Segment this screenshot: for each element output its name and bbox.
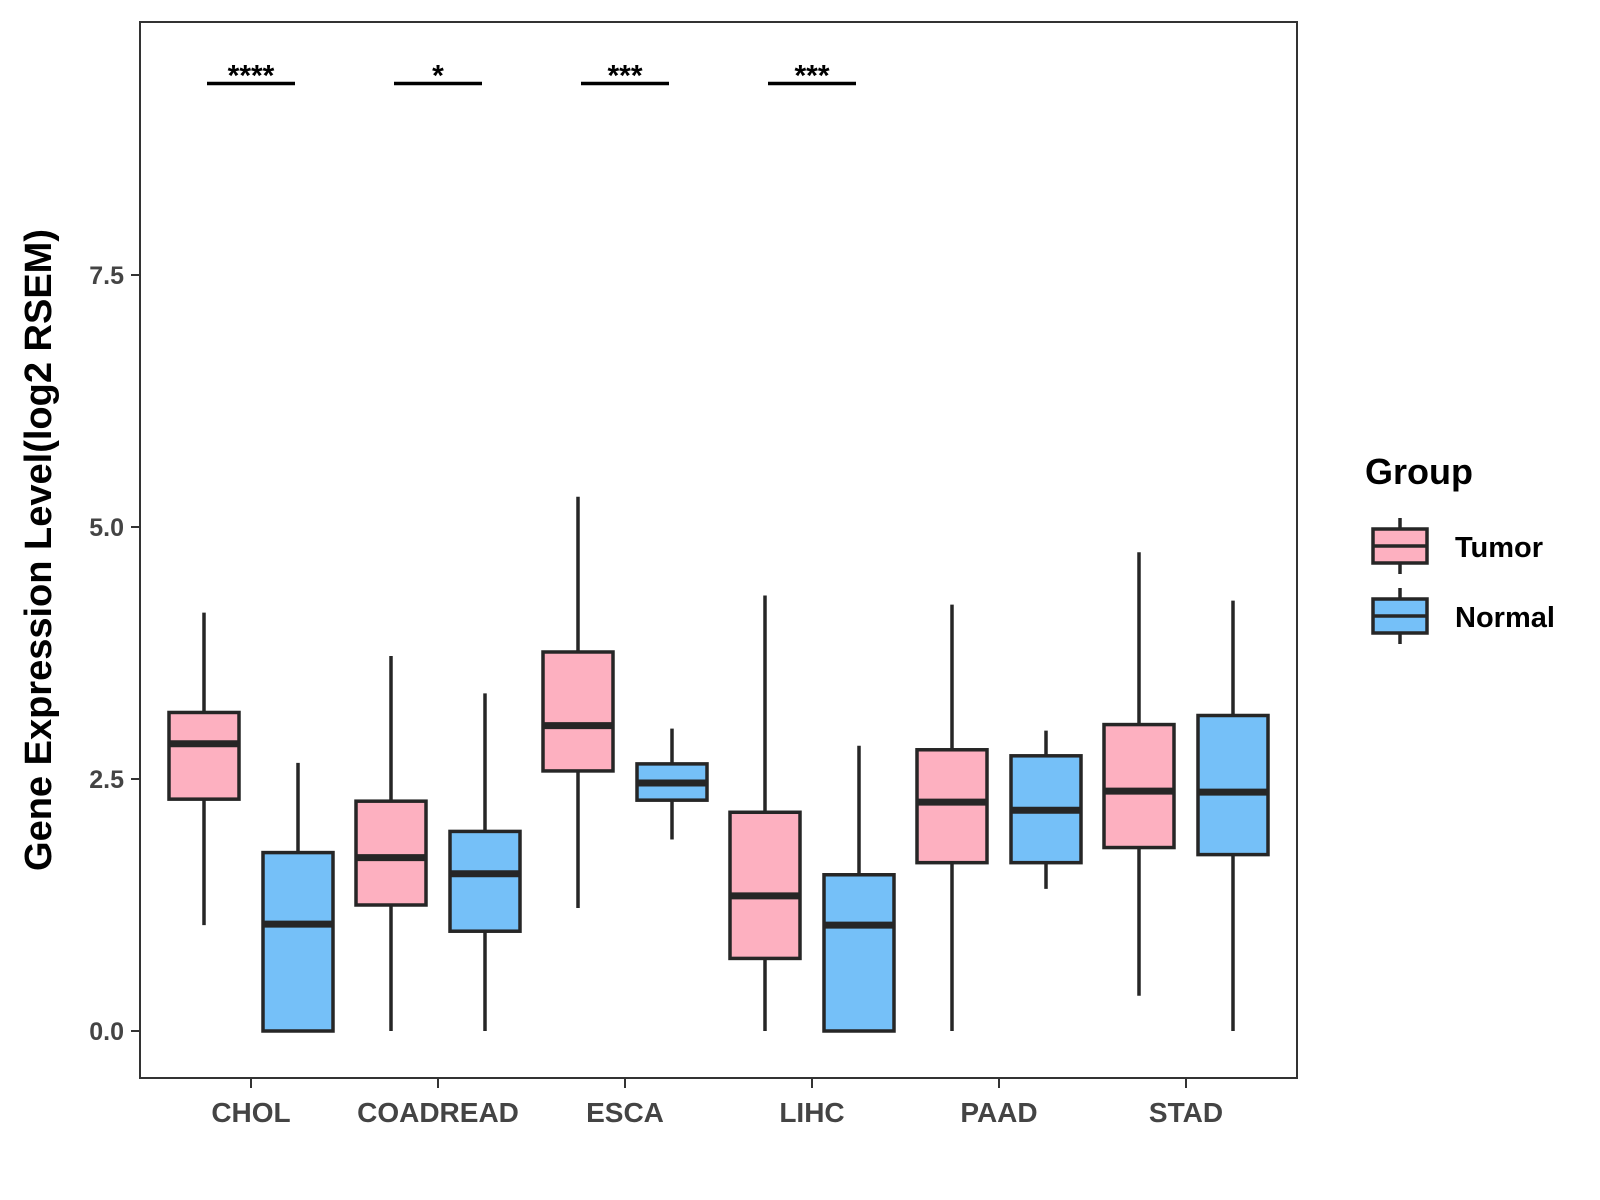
x-tick-label-coadread: COADREAD <box>357 1097 519 1128</box>
legend-label-normal: Normal <box>1455 602 1555 634</box>
box-normal-coadread <box>448 829 522 933</box>
significance-label-coadread: * <box>432 59 444 92</box>
legend-label-tumor: Tumor <box>1455 532 1543 564</box>
y-tick-label: 5.0 <box>89 514 124 542</box>
plot-area: **** * *** *** <box>167 59 1270 1033</box>
box-normal-lihc <box>822 873 896 1033</box>
box-tumor-coadread <box>354 799 428 907</box>
significance-label-lihc: *** <box>794 59 829 92</box>
box-tumor-esca <box>541 650 615 773</box>
x-tick-label-esca: ESCA <box>586 1097 664 1128</box>
y-tick-label: 2.5 <box>89 766 124 794</box>
legend-keys <box>1371 518 1429 644</box>
x-tick-label-chol: CHOL <box>211 1097 290 1128</box>
box-tumor-paad <box>915 748 989 865</box>
panel-border <box>139 21 1298 1079</box>
box-normal-chol <box>261 850 335 1033</box>
legend: Group Tumor Normal <box>1365 451 1555 644</box>
x-tick-label-stad: STAD <box>1149 1097 1223 1128</box>
box-normal-stad <box>1196 713 1270 857</box>
legend-title: Group <box>1365 451 1473 492</box>
x-tick-label-lihc: LIHC <box>779 1097 844 1128</box>
y-tick-label: 0.0 <box>89 1018 124 1046</box>
y-tick-label: 7.5 <box>89 262 124 290</box>
x-tick-label-paad: PAAD <box>960 1097 1037 1128</box>
box-tumor-lihc <box>728 810 802 961</box>
box-tumor-chol <box>167 710 241 801</box>
box-tumor-stad <box>1102 722 1176 850</box>
significance-label-esca: *** <box>607 59 642 92</box>
y-axis-title: Gene Expression Level(log2 RSEM) <box>18 229 60 871</box>
significance-label-chol: **** <box>228 59 275 92</box>
